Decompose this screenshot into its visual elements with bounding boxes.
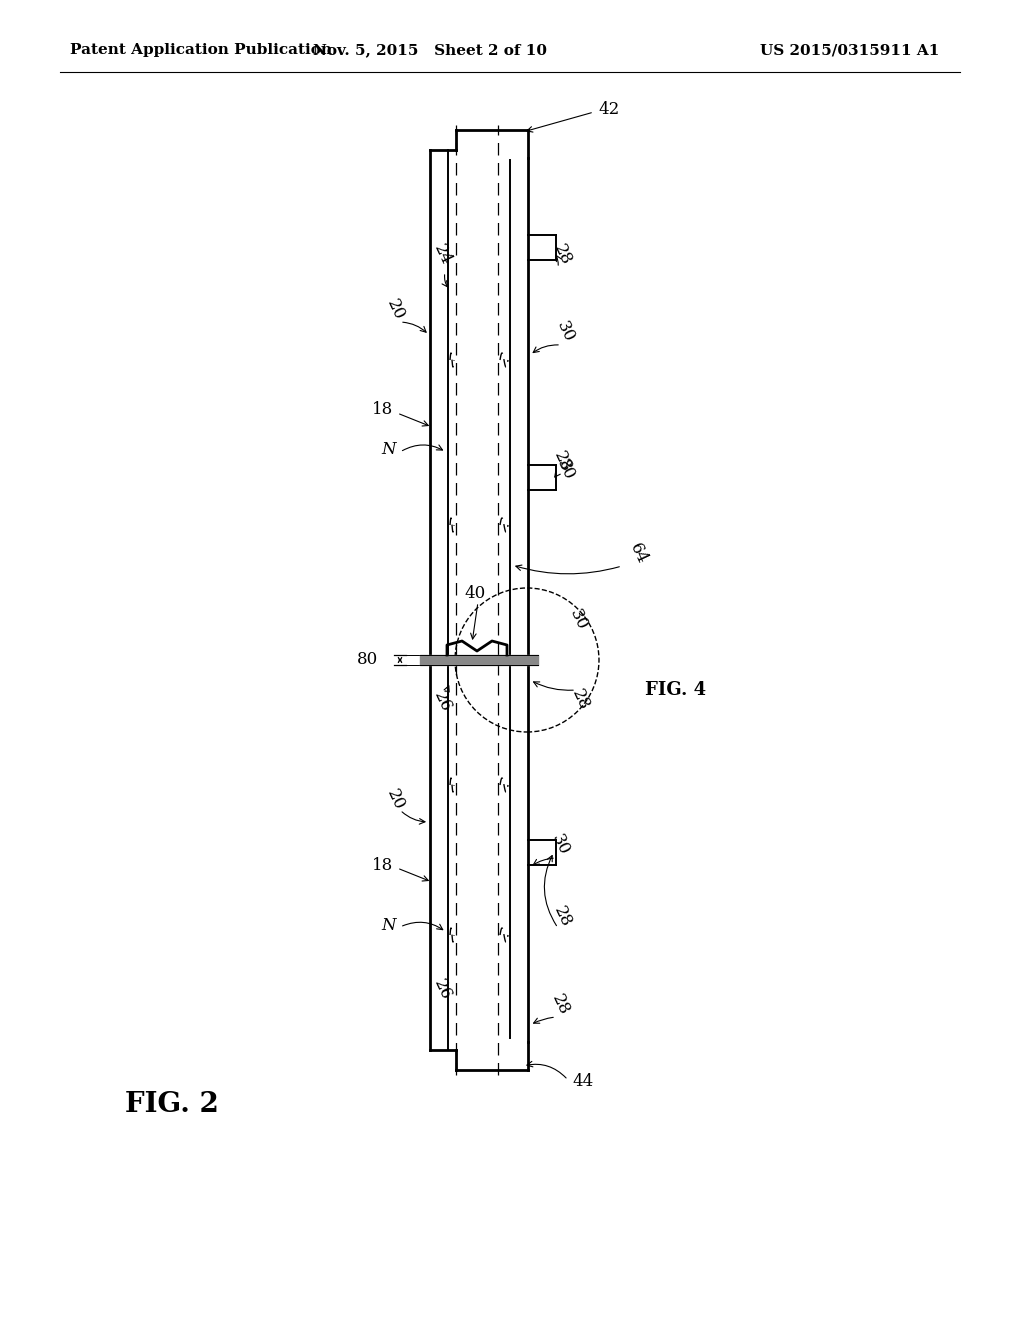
Text: 30: 30 [566, 607, 590, 634]
Text: 28: 28 [567, 686, 592, 713]
Text: 40: 40 [464, 586, 485, 602]
Text: 24: 24 [430, 242, 455, 268]
Text: 44: 44 [572, 1073, 593, 1090]
Text: 28: 28 [550, 242, 574, 268]
Text: 28: 28 [548, 991, 572, 1018]
Text: 42: 42 [598, 102, 620, 119]
Text: US 2015/0315911 A1: US 2015/0315911 A1 [760, 44, 939, 57]
Text: 64: 64 [626, 541, 650, 568]
Text: N: N [382, 916, 396, 933]
Text: 26: 26 [430, 977, 455, 1003]
Text: 26: 26 [430, 689, 455, 715]
Text: 80: 80 [356, 652, 378, 668]
Text: 28: 28 [550, 904, 574, 931]
Text: Nov. 5, 2015   Sheet 2 of 10: Nov. 5, 2015 Sheet 2 of 10 [313, 44, 547, 57]
Text: 20: 20 [383, 787, 408, 813]
Text: FIG. 2: FIG. 2 [125, 1092, 219, 1118]
Text: 18: 18 [372, 857, 393, 874]
Text: 28: 28 [550, 449, 574, 475]
Text: N: N [382, 441, 396, 458]
Text: 18: 18 [372, 401, 393, 418]
Text: 30: 30 [548, 832, 572, 858]
Text: 30: 30 [553, 457, 578, 483]
Text: Patent Application Publication: Patent Application Publication [70, 44, 332, 57]
Text: 30: 30 [553, 318, 578, 346]
Text: FIG. 4: FIG. 4 [645, 681, 707, 700]
Text: 20: 20 [383, 297, 408, 323]
